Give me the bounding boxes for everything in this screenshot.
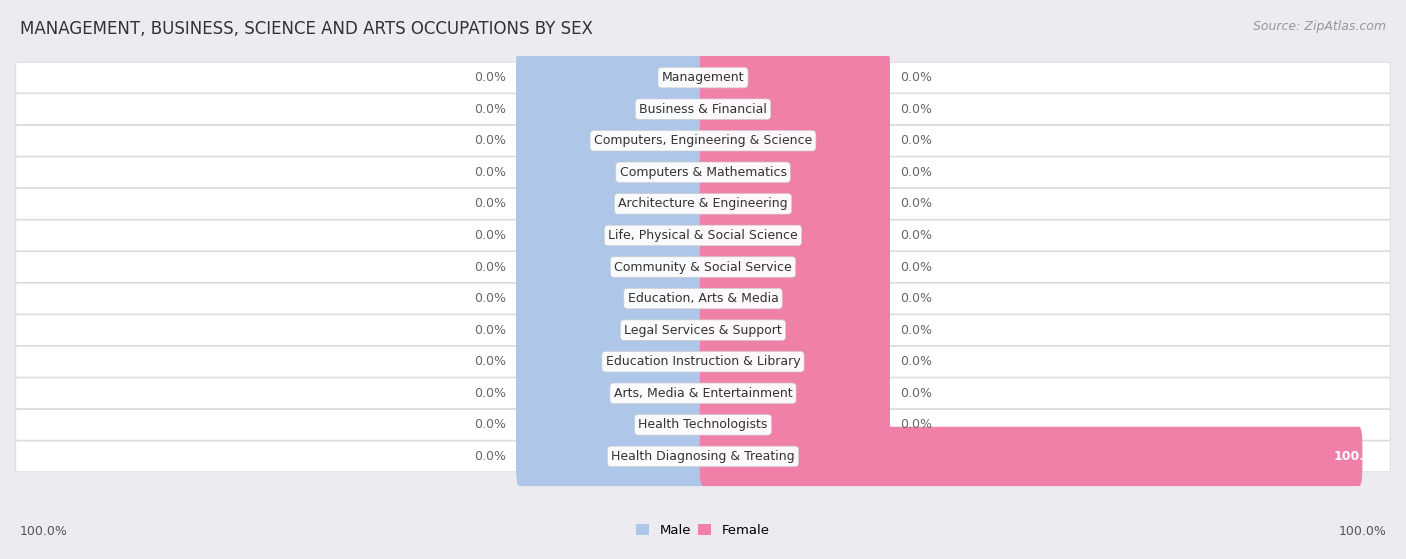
Text: 0.0%: 0.0% xyxy=(474,324,506,337)
Text: 0.0%: 0.0% xyxy=(474,418,506,432)
FancyBboxPatch shape xyxy=(516,238,706,297)
Text: 0.0%: 0.0% xyxy=(900,166,932,179)
Text: 0.0%: 0.0% xyxy=(474,450,506,463)
FancyBboxPatch shape xyxy=(15,157,1391,188)
FancyBboxPatch shape xyxy=(516,206,706,265)
FancyBboxPatch shape xyxy=(15,62,1391,93)
FancyBboxPatch shape xyxy=(15,94,1391,125)
FancyBboxPatch shape xyxy=(15,378,1391,409)
Text: 0.0%: 0.0% xyxy=(474,292,506,305)
Text: 0.0%: 0.0% xyxy=(900,71,932,84)
FancyBboxPatch shape xyxy=(700,301,890,360)
Text: Education, Arts & Media: Education, Arts & Media xyxy=(627,292,779,305)
FancyBboxPatch shape xyxy=(700,332,890,391)
Text: 0.0%: 0.0% xyxy=(900,103,932,116)
FancyBboxPatch shape xyxy=(15,409,1391,440)
FancyBboxPatch shape xyxy=(516,332,706,391)
FancyBboxPatch shape xyxy=(700,269,890,328)
FancyBboxPatch shape xyxy=(516,174,706,234)
Text: Life, Physical & Social Science: Life, Physical & Social Science xyxy=(609,229,797,242)
Text: 100.0%: 100.0% xyxy=(1339,524,1386,538)
Text: Community & Social Service: Community & Social Service xyxy=(614,260,792,273)
Text: 0.0%: 0.0% xyxy=(474,134,506,147)
Text: 0.0%: 0.0% xyxy=(900,197,932,210)
Text: Legal Services & Support: Legal Services & Support xyxy=(624,324,782,337)
Text: Health Diagnosing & Treating: Health Diagnosing & Treating xyxy=(612,450,794,463)
Text: Source: ZipAtlas.com: Source: ZipAtlas.com xyxy=(1253,20,1386,32)
FancyBboxPatch shape xyxy=(15,347,1391,377)
Text: 0.0%: 0.0% xyxy=(900,292,932,305)
FancyBboxPatch shape xyxy=(15,441,1391,472)
Text: 0.0%: 0.0% xyxy=(474,229,506,242)
FancyBboxPatch shape xyxy=(700,427,1362,486)
Text: 0.0%: 0.0% xyxy=(900,134,932,147)
Legend: Male, Female: Male, Female xyxy=(631,518,775,542)
FancyBboxPatch shape xyxy=(700,79,890,139)
FancyBboxPatch shape xyxy=(516,143,706,202)
Text: 0.0%: 0.0% xyxy=(900,387,932,400)
FancyBboxPatch shape xyxy=(516,427,706,486)
FancyBboxPatch shape xyxy=(700,48,890,107)
Text: 0.0%: 0.0% xyxy=(474,260,506,273)
Text: 0.0%: 0.0% xyxy=(900,229,932,242)
Text: Education Instruction & Library: Education Instruction & Library xyxy=(606,355,800,368)
Text: 0.0%: 0.0% xyxy=(900,260,932,273)
FancyBboxPatch shape xyxy=(516,363,706,423)
FancyBboxPatch shape xyxy=(700,111,890,170)
Text: 100.0%: 100.0% xyxy=(20,524,67,538)
FancyBboxPatch shape xyxy=(700,363,890,423)
FancyBboxPatch shape xyxy=(516,395,706,454)
Text: MANAGEMENT, BUSINESS, SCIENCE AND ARTS OCCUPATIONS BY SEX: MANAGEMENT, BUSINESS, SCIENCE AND ARTS O… xyxy=(20,20,592,37)
FancyBboxPatch shape xyxy=(516,111,706,170)
FancyBboxPatch shape xyxy=(700,238,890,297)
FancyBboxPatch shape xyxy=(700,206,890,265)
Text: Business & Financial: Business & Financial xyxy=(640,103,766,116)
Text: 0.0%: 0.0% xyxy=(474,166,506,179)
Text: 0.0%: 0.0% xyxy=(474,197,506,210)
Text: 100.0%: 100.0% xyxy=(1333,450,1385,463)
Text: Health Technologists: Health Technologists xyxy=(638,418,768,432)
FancyBboxPatch shape xyxy=(516,301,706,360)
Text: 0.0%: 0.0% xyxy=(474,355,506,368)
FancyBboxPatch shape xyxy=(516,269,706,328)
Text: 0.0%: 0.0% xyxy=(900,355,932,368)
Text: 0.0%: 0.0% xyxy=(900,418,932,432)
FancyBboxPatch shape xyxy=(516,79,706,139)
FancyBboxPatch shape xyxy=(516,48,706,107)
FancyBboxPatch shape xyxy=(15,220,1391,251)
FancyBboxPatch shape xyxy=(15,125,1391,156)
FancyBboxPatch shape xyxy=(700,395,890,454)
Text: 0.0%: 0.0% xyxy=(474,103,506,116)
Text: Architecture & Engineering: Architecture & Engineering xyxy=(619,197,787,210)
FancyBboxPatch shape xyxy=(15,252,1391,282)
Text: Computers, Engineering & Science: Computers, Engineering & Science xyxy=(593,134,813,147)
Text: Computers & Mathematics: Computers & Mathematics xyxy=(620,166,786,179)
Text: 0.0%: 0.0% xyxy=(474,71,506,84)
Text: 0.0%: 0.0% xyxy=(900,324,932,337)
Text: 0.0%: 0.0% xyxy=(474,387,506,400)
FancyBboxPatch shape xyxy=(15,283,1391,314)
Text: Arts, Media & Entertainment: Arts, Media & Entertainment xyxy=(613,387,793,400)
FancyBboxPatch shape xyxy=(15,188,1391,219)
FancyBboxPatch shape xyxy=(700,174,890,234)
FancyBboxPatch shape xyxy=(700,143,890,202)
Text: Management: Management xyxy=(662,71,744,84)
FancyBboxPatch shape xyxy=(15,315,1391,345)
